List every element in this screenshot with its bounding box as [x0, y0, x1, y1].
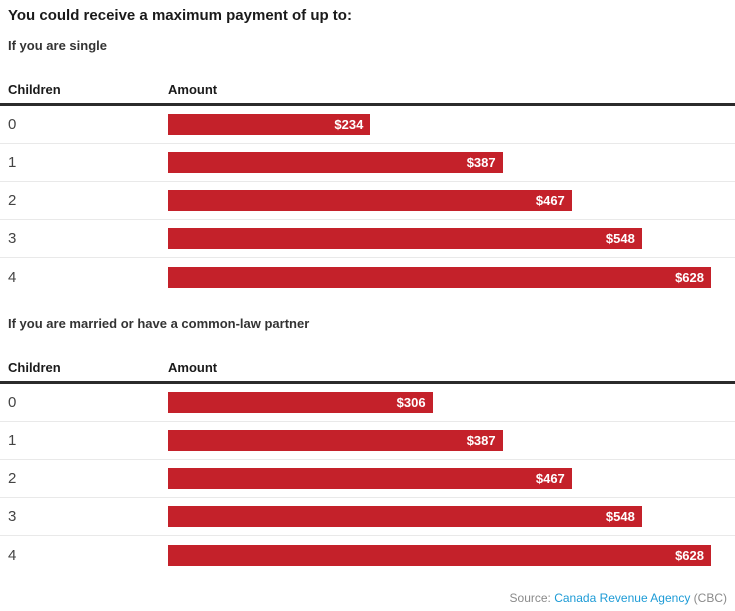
amount-value-label: $548 — [605, 231, 635, 246]
column-header-amount: Amount — [168, 360, 218, 375]
amount-value-label: $387 — [466, 433, 496, 448]
table-header: Children Amount — [0, 360, 735, 384]
children-count-label: 1 — [8, 154, 17, 171]
bar-track: $387 — [168, 430, 711, 451]
bar-track: $548 — [168, 228, 711, 249]
amount-value-label: $467 — [535, 193, 565, 208]
amount-bar: $467 — [168, 468, 572, 489]
amount-value-label: $306 — [396, 395, 426, 410]
amount-bar: $548 — [168, 506, 642, 527]
table-row: 1 $387 — [0, 422, 735, 460]
amount-value-label: $628 — [675, 269, 704, 285]
table-row: 3 $548 — [0, 220, 735, 258]
table-row: 0 $234 — [0, 106, 735, 144]
table-row: 3 $548 — [0, 498, 735, 536]
source-suffix: (CBC) — [693, 591, 727, 605]
children-count-label: 3 — [8, 230, 17, 247]
column-header-children: Children — [8, 82, 61, 97]
amount-value-label: $548 — [605, 509, 635, 524]
table-row: 2 $467 — [0, 182, 735, 220]
children-count-label: 0 — [8, 116, 17, 133]
children-count-label: 2 — [8, 192, 17, 209]
bar-track: $628 — [168, 544, 711, 566]
table-row: 0 $306 — [0, 384, 735, 422]
bar-track: $467 — [168, 468, 711, 489]
table-row: 4 $628 — [0, 258, 735, 296]
page-title: You could receive a maximum payment of u… — [8, 7, 352, 24]
children-count-label: 4 — [8, 268, 17, 286]
amount-bar: $234 — [168, 114, 371, 135]
bar-track: $548 — [168, 506, 711, 527]
bar-track: $467 — [168, 190, 711, 211]
amount-value-label: $387 — [466, 155, 496, 170]
chart-subtitle-married: If you are married or have a common-law … — [8, 316, 310, 331]
chart-section-married: If you are married or have a common-law … — [0, 316, 735, 574]
children-count-label: 0 — [8, 394, 17, 411]
column-header-children: Children — [8, 360, 61, 375]
column-header-amount: Amount — [168, 82, 218, 97]
amount-bar: $387 — [168, 152, 503, 173]
amount-bar: $387 — [168, 430, 503, 451]
amount-bar: $628 — [168, 266, 711, 288]
bar-track: $628 — [168, 266, 711, 288]
source-line: Source: Canada Revenue Agency (CBC) — [8, 591, 727, 605]
children-count-label: 3 — [8, 508, 17, 525]
chart-section-single: If you are single Children Amount 0 $234 1… — [0, 38, 735, 296]
bar-rows-single: 0 $234 1 $387 2 $467 3 $548 4 $628 — [0, 106, 735, 296]
table-row: 2 $467 — [0, 460, 735, 498]
amount-value-label: $234 — [334, 117, 364, 132]
children-count-label: 2 — [8, 470, 17, 487]
amount-value-label: $467 — [535, 471, 565, 486]
table-header: Children Amount — [0, 82, 735, 106]
amount-bar: $628 — [168, 544, 711, 566]
amount-bar: $467 — [168, 190, 572, 211]
amount-bar: $306 — [168, 392, 433, 413]
children-count-label: 4 — [8, 546, 17, 564]
source-link[interactable]: Canada Revenue Agency — [554, 591, 691, 605]
bar-track: $306 — [168, 392, 711, 413]
children-count-label: 1 — [8, 432, 17, 449]
amount-bar: $548 — [168, 228, 642, 249]
source-prefix: Source: — [509, 591, 551, 605]
table-row: 1 $387 — [0, 144, 735, 182]
amount-value-label: $628 — [675, 547, 704, 563]
chart-subtitle-single: If you are single — [8, 38, 107, 53]
bar-track: $234 — [168, 114, 711, 135]
bar-track: $387 — [168, 152, 711, 173]
bar-rows-married: 0 $306 1 $387 2 $467 3 $548 4 $628 — [0, 384, 735, 574]
table-row: 4 $628 — [0, 536, 735, 574]
